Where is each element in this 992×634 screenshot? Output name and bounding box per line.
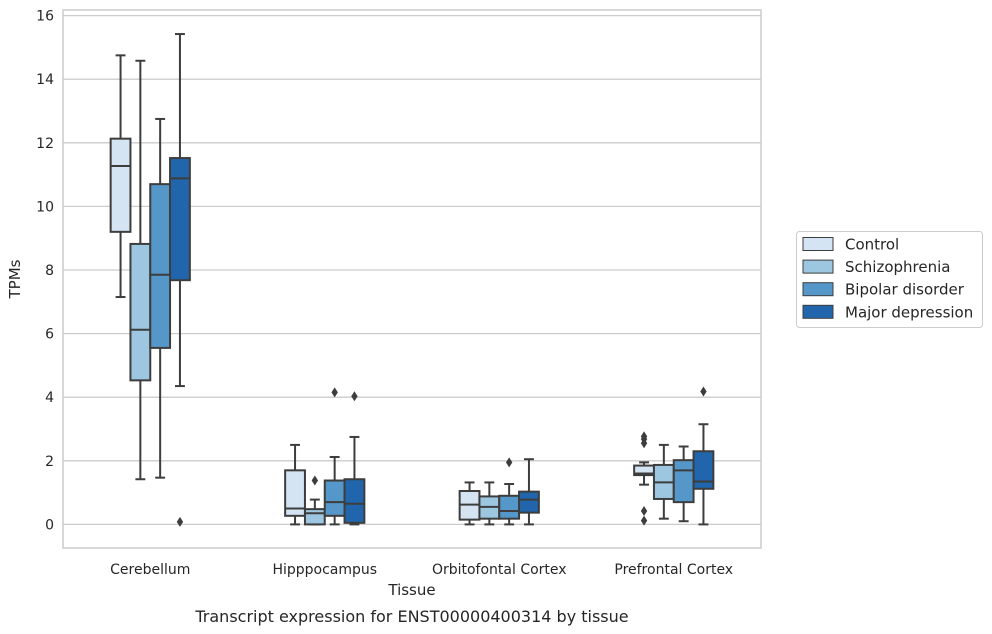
y-axis-title: TPMs: [6, 259, 24, 299]
outlier-point: [640, 506, 648, 517]
x-axis-ticks: Cerebellum Hipppocampus Orbitofontal Corte…: [110, 562, 733, 578]
box-groups: [109, 33, 715, 527]
box-bipolar-disorder: [672, 445, 695, 523]
x-tick-label: Orbitofontal Cortex: [432, 562, 567, 578]
outlier-point: [311, 475, 319, 486]
box-iqr: [692, 450, 715, 490]
y-tick-label: 10: [36, 199, 54, 215]
box-iqr: [109, 137, 132, 233]
box-iqr: [129, 242, 152, 382]
box-iqr: [518, 490, 540, 514]
legend-frame: [796, 231, 983, 328]
legend-swatch: [802, 282, 834, 297]
legend-label: Control: [845, 236, 899, 254]
box-major-depression: [169, 33, 191, 527]
y-tick-label: 14: [36, 72, 54, 88]
box-iqr: [169, 157, 191, 282]
box-control: [284, 443, 306, 526]
box-bipolar-disorder: [149, 117, 172, 479]
outlier-point: [351, 391, 358, 402]
y-tick-label: 2: [45, 454, 54, 470]
box-major-depression: [518, 458, 540, 526]
x-tick-label: Cerebellum: [110, 562, 190, 578]
y-tick-label: 6: [45, 327, 54, 343]
box-iqr: [498, 494, 521, 520]
outlier-point: [331, 387, 338, 398]
outlier-point: [505, 457, 513, 468]
y-tick-label: 8: [45, 263, 54, 279]
legend-label: Bipolar disorder: [845, 281, 965, 299]
box-bipolar-disorder: [323, 387, 346, 526]
category-group-cerebellum: [109, 33, 191, 527]
legend-label: Major depression: [845, 303, 973, 321]
outlier-point: [176, 516, 184, 527]
box-major-depression: [692, 386, 715, 526]
box-iqr: [284, 469, 306, 517]
outlier-point: [700, 386, 707, 397]
plot-frame: [62, 9, 762, 549]
legend-label: Schizophrenia: [845, 258, 950, 276]
y-tick-label: 12: [36, 136, 54, 152]
legend-swatch: [802, 304, 834, 319]
x-axis-title: Tissue: [387, 581, 435, 599]
x-tick-label: Hipppocampus: [272, 562, 377, 578]
box-control: [109, 54, 132, 299]
box-schizophrenia: [303, 475, 326, 526]
box-iqr: [149, 183, 172, 349]
box-schizophrenia: [129, 59, 152, 481]
legend-swatch: [802, 237, 834, 251]
box-control: [458, 481, 481, 526]
box-bipolar-disorder: [498, 457, 521, 526]
category-group-hipppocampus: [284, 387, 366, 526]
box-schizophrenia: [652, 443, 675, 520]
box-iqr: [672, 459, 695, 504]
outlier-point: [640, 431, 648, 442]
box-iqr: [343, 478, 366, 524]
outlier-point: [640, 515, 648, 526]
y-axis-ticks: 0 2 4 6 8 10 12 14 16: [36, 9, 54, 534]
category-group-orbitofontal-cortex: [458, 457, 540, 526]
y-tick-label: 0: [45, 517, 54, 533]
box-schizophrenia: [478, 481, 501, 526]
chart-caption: Transcript expression for ENST0000040031…: [194, 607, 628, 626]
category-group-prefrontal-cortex: [633, 386, 715, 526]
legend: Control Schizophrenia Bipolar disorder Majo…: [796, 231, 983, 328]
y-tick-label: 4: [45, 390, 54, 406]
legend-swatch: [802, 259, 834, 274]
box-major-depression: [343, 391, 366, 526]
box-iqr: [323, 479, 346, 517]
y-tick-label: 16: [36, 9, 54, 25]
box-iqr: [303, 508, 326, 526]
box-control: [633, 431, 655, 526]
x-tick-label: Prefrontal Cortex: [614, 562, 733, 578]
